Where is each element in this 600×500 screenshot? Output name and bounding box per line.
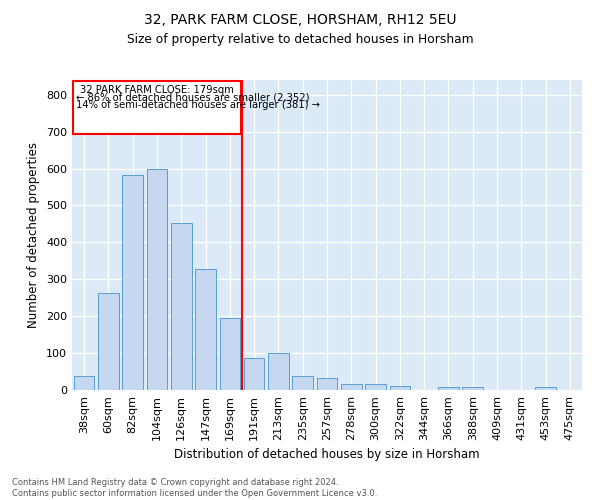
Bar — [389, 386, 410, 390]
Bar — [195, 269, 216, 390]
Bar — [98, 294, 119, 390]
Bar — [74, 376, 94, 390]
Text: ← 86% of detached houses are smaller (2,352): ← 86% of detached houses are smaller (2,… — [76, 92, 309, 102]
Bar — [365, 384, 386, 390]
Bar — [463, 387, 483, 390]
Bar — [535, 387, 556, 390]
Text: 32 PARK FARM CLOSE: 179sqm: 32 PARK FARM CLOSE: 179sqm — [80, 85, 234, 95]
Bar — [146, 168, 167, 390]
Text: 14% of semi-detached houses are larger (381) →: 14% of semi-detached houses are larger (… — [76, 100, 320, 110]
Text: Size of property relative to detached houses in Horsham: Size of property relative to detached ho… — [127, 32, 473, 46]
Bar — [122, 175, 143, 390]
Bar — [341, 384, 362, 390]
Y-axis label: Number of detached properties: Number of detached properties — [28, 142, 40, 328]
Bar — [244, 358, 265, 390]
Text: Contains HM Land Registry data © Crown copyright and database right 2024.
Contai: Contains HM Land Registry data © Crown c… — [12, 478, 377, 498]
FancyBboxPatch shape — [73, 80, 241, 134]
Bar — [292, 376, 313, 390]
X-axis label: Distribution of detached houses by size in Horsham: Distribution of detached houses by size … — [174, 448, 480, 462]
Text: 32, PARK FARM CLOSE, HORSHAM, RH12 5EU: 32, PARK FARM CLOSE, HORSHAM, RH12 5EU — [144, 12, 456, 26]
Bar — [317, 378, 337, 390]
Bar — [220, 318, 240, 390]
Bar — [171, 223, 191, 390]
Bar — [268, 353, 289, 390]
Bar — [438, 387, 459, 390]
